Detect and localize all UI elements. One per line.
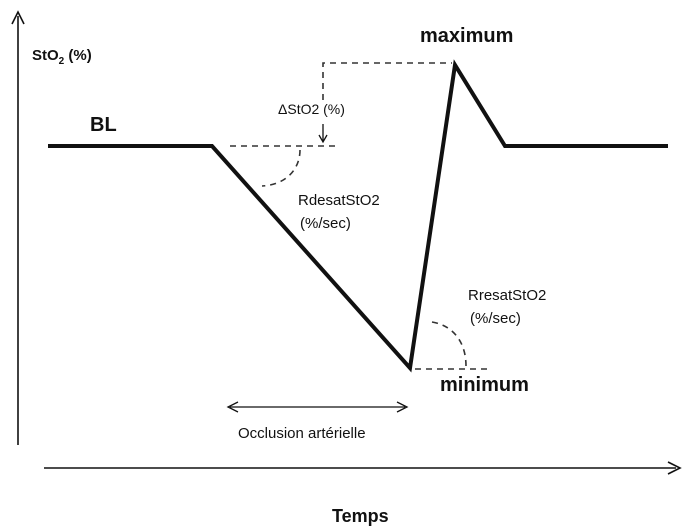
rdesat-label-line1: RdesatStO2 (298, 192, 380, 209)
sto2-curve (48, 59, 668, 373)
rdesat-angle-arc (261, 149, 301, 187)
y-axis-label: StO2 (%) (32, 47, 92, 67)
occlusion-left-arrow-icon (226, 401, 239, 413)
minimum-label: minimum (440, 374, 529, 396)
occlusion-right-arrow-icon (396, 401, 409, 413)
x-axis-arrow-icon (667, 461, 682, 475)
maximum-label: maximum (420, 25, 513, 47)
rresat-label-line1: RresatStO2 (468, 287, 546, 304)
delta-arrow-icon (318, 134, 328, 144)
x-axis-label: Temps (332, 506, 389, 526)
rdesat-label-line2: (%/sec) (300, 215, 351, 232)
max-dashed-line (322, 62, 452, 100)
occlusion-label: Occlusion artérielle (238, 425, 366, 442)
delta-sto2-label: ΔStO2 (%) (278, 101, 345, 117)
y-axis-arrow-icon (11, 10, 25, 25)
rresat-angle-arc (431, 321, 467, 367)
baseline-label: BL (90, 114, 117, 136)
rresat-label-line2: (%/sec) (470, 310, 521, 327)
